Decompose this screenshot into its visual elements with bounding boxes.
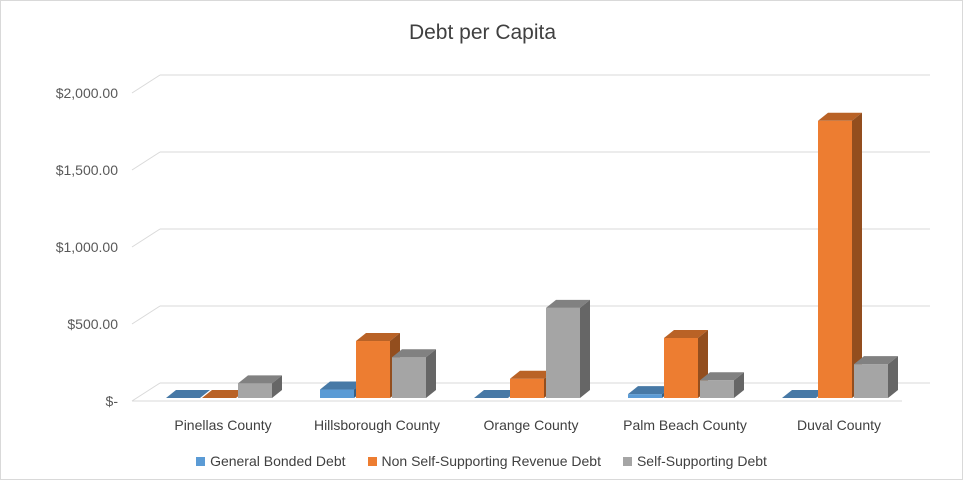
bar-self-supporting-debt xyxy=(392,349,436,398)
bar-front xyxy=(818,120,852,399)
bar-top xyxy=(664,329,708,338)
bars xyxy=(166,112,898,399)
legend-item: Non Self-Supporting Revenue Debt xyxy=(367,453,601,469)
bar-general-bonded-debt xyxy=(474,390,518,398)
bar-front xyxy=(356,341,390,398)
bar-top xyxy=(356,333,400,342)
bar-top xyxy=(166,390,210,398)
chart-title: Debt per Capita xyxy=(408,21,557,44)
gridline-side xyxy=(131,74,161,94)
gridline-side xyxy=(131,305,161,325)
bar-front xyxy=(320,389,354,398)
bar-side xyxy=(580,299,590,398)
bar-side xyxy=(734,372,744,398)
bar-self-supporting-debt xyxy=(238,375,282,398)
legend-label: Non Self-Supporting Revenue Debt xyxy=(381,453,601,469)
x-tick-label: Orange County xyxy=(484,417,579,433)
bar-self-supporting-debt xyxy=(546,299,590,398)
legend-swatch xyxy=(196,456,206,466)
legend-label: General Bonded Debt xyxy=(210,453,346,469)
gridlines xyxy=(131,74,930,402)
bar-front xyxy=(546,307,580,398)
x-tick-label: Pinellas County xyxy=(174,417,271,433)
gridline-side xyxy=(131,228,161,248)
gridline-side xyxy=(131,382,161,402)
y-tick-label: $2,000.00 xyxy=(56,85,118,101)
bar-top xyxy=(818,112,862,121)
gridline-side xyxy=(131,151,161,171)
bar-front xyxy=(238,383,272,398)
bar-top xyxy=(238,375,282,384)
bar-top xyxy=(854,356,898,365)
bar-side xyxy=(888,356,898,398)
bar-top xyxy=(320,381,364,390)
bar-self-supporting-debt xyxy=(700,372,744,398)
bar-front xyxy=(854,364,888,398)
bar-side xyxy=(852,112,862,399)
y-tick-label: $- xyxy=(106,393,119,409)
bar-top xyxy=(628,386,672,395)
x-tick-label: Palm Beach County xyxy=(623,417,747,433)
legend-label: Self-Supporting Debt xyxy=(636,453,767,469)
legend-swatch xyxy=(367,456,377,466)
bar-front xyxy=(392,357,426,398)
bar-front xyxy=(664,337,698,398)
bar-front xyxy=(628,394,662,398)
y-tick-label: $1,500.00 xyxy=(56,162,118,178)
y-tick-label: $500.00 xyxy=(67,316,118,332)
legend-item: General Bonded Debt xyxy=(196,453,346,469)
bar-front xyxy=(700,380,734,398)
bar-front xyxy=(510,378,544,398)
legend-swatch xyxy=(622,456,632,466)
bar-non-self-supporting-revenue-debt xyxy=(202,390,246,398)
bar-self-supporting-debt xyxy=(854,356,898,398)
bar-top xyxy=(474,390,518,398)
y-tick-label: $1,000.00 xyxy=(56,239,118,255)
bar-side xyxy=(426,349,436,398)
bar-general-bonded-debt xyxy=(166,390,210,398)
chart-legend: General Bonded Debt Non Self-Supporting R… xyxy=(0,453,963,469)
bar-top xyxy=(510,370,554,379)
bar-non-self-supporting-revenue-debt xyxy=(818,112,862,399)
bar-top xyxy=(546,299,590,308)
bar-top xyxy=(700,372,744,381)
bar-side xyxy=(272,375,282,398)
legend-item: Self-Supporting Debt xyxy=(622,453,767,469)
bar-top xyxy=(392,349,436,358)
bar-top xyxy=(782,390,826,398)
bar-general-bonded-debt xyxy=(782,390,826,398)
x-tick-label: Hillsborough County xyxy=(314,417,440,433)
x-tick-label: Duval County xyxy=(797,417,881,433)
bar-top xyxy=(202,390,246,398)
